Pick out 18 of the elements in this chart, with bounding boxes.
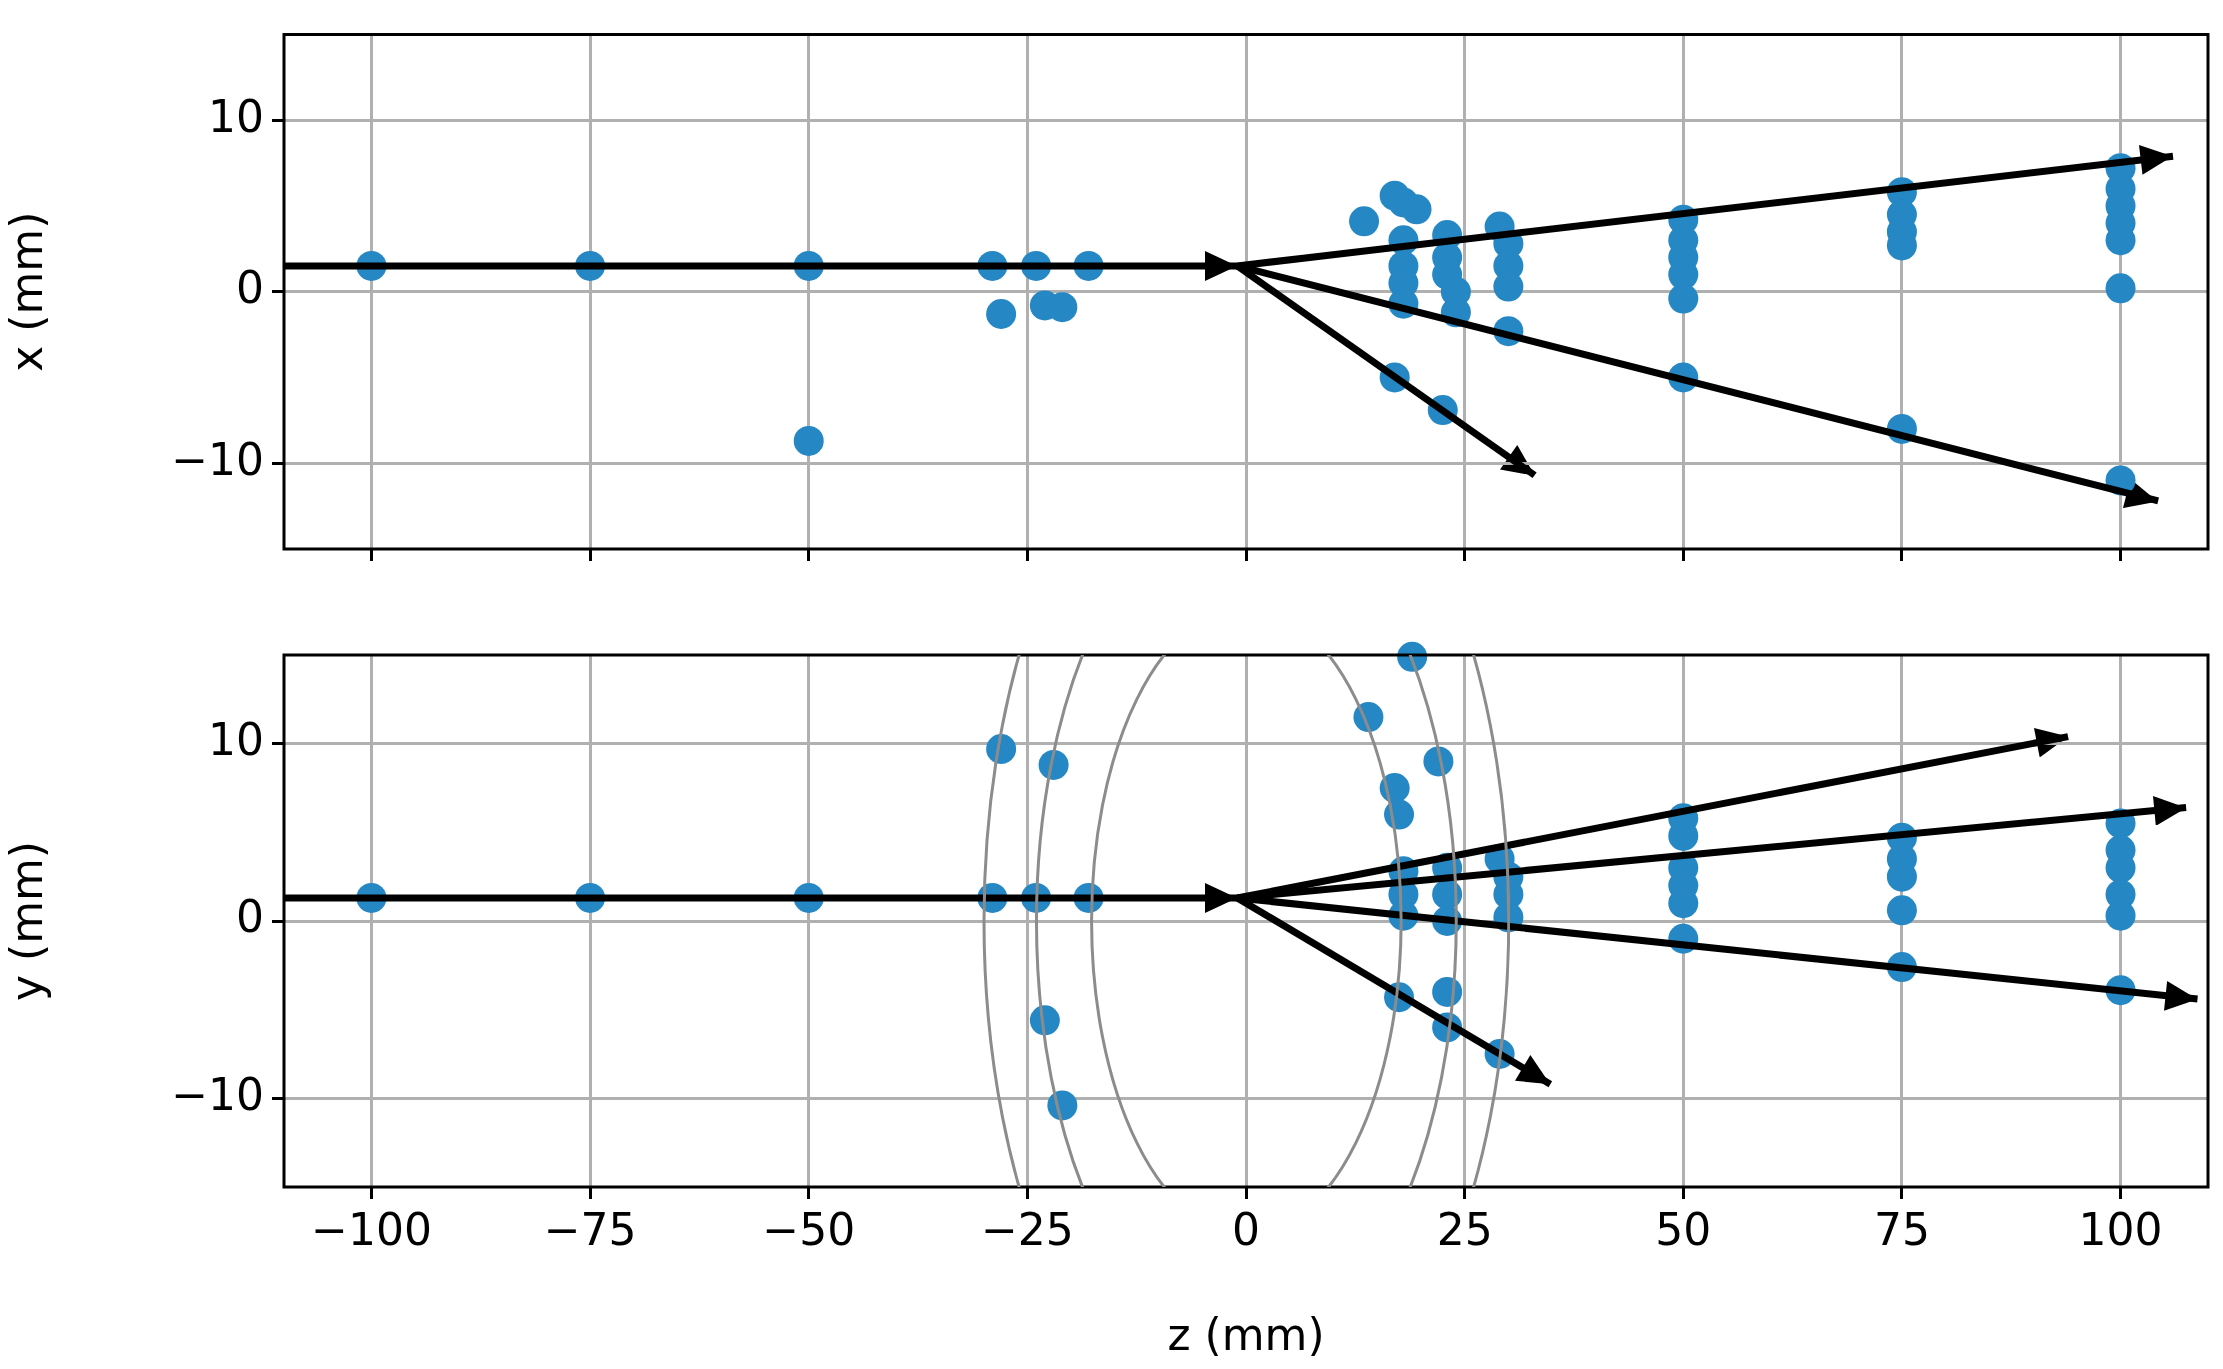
y-tick-label: −10	[171, 433, 264, 485]
x-tick-label: −100	[311, 1203, 432, 1255]
x-tick-label: 0	[1232, 1203, 1260, 1255]
x-tick-label: −50	[762, 1203, 856, 1255]
y-tick-label: 10	[208, 714, 264, 766]
x-tick-label: 50	[1655, 1203, 1712, 1255]
x-tick-label: −75	[543, 1203, 637, 1255]
y-tick-label: −10	[171, 1068, 264, 1120]
y-tick-label: 0	[236, 891, 264, 943]
x-axis-title: z (mm)	[1167, 1309, 1325, 1361]
x-tick-label: 100	[2078, 1203, 2163, 1255]
x-tick-label: 25	[1436, 1203, 1493, 1255]
x-tick-label: −25	[980, 1203, 1074, 1255]
x-tick-label: 75	[1873, 1203, 1930, 1255]
y-tick-label: 0	[236, 262, 264, 314]
y-axis-title: y (mm)	[0, 840, 52, 1002]
y-axis-title: x (mm)	[0, 211, 52, 372]
y-tick-label: 10	[208, 90, 264, 142]
